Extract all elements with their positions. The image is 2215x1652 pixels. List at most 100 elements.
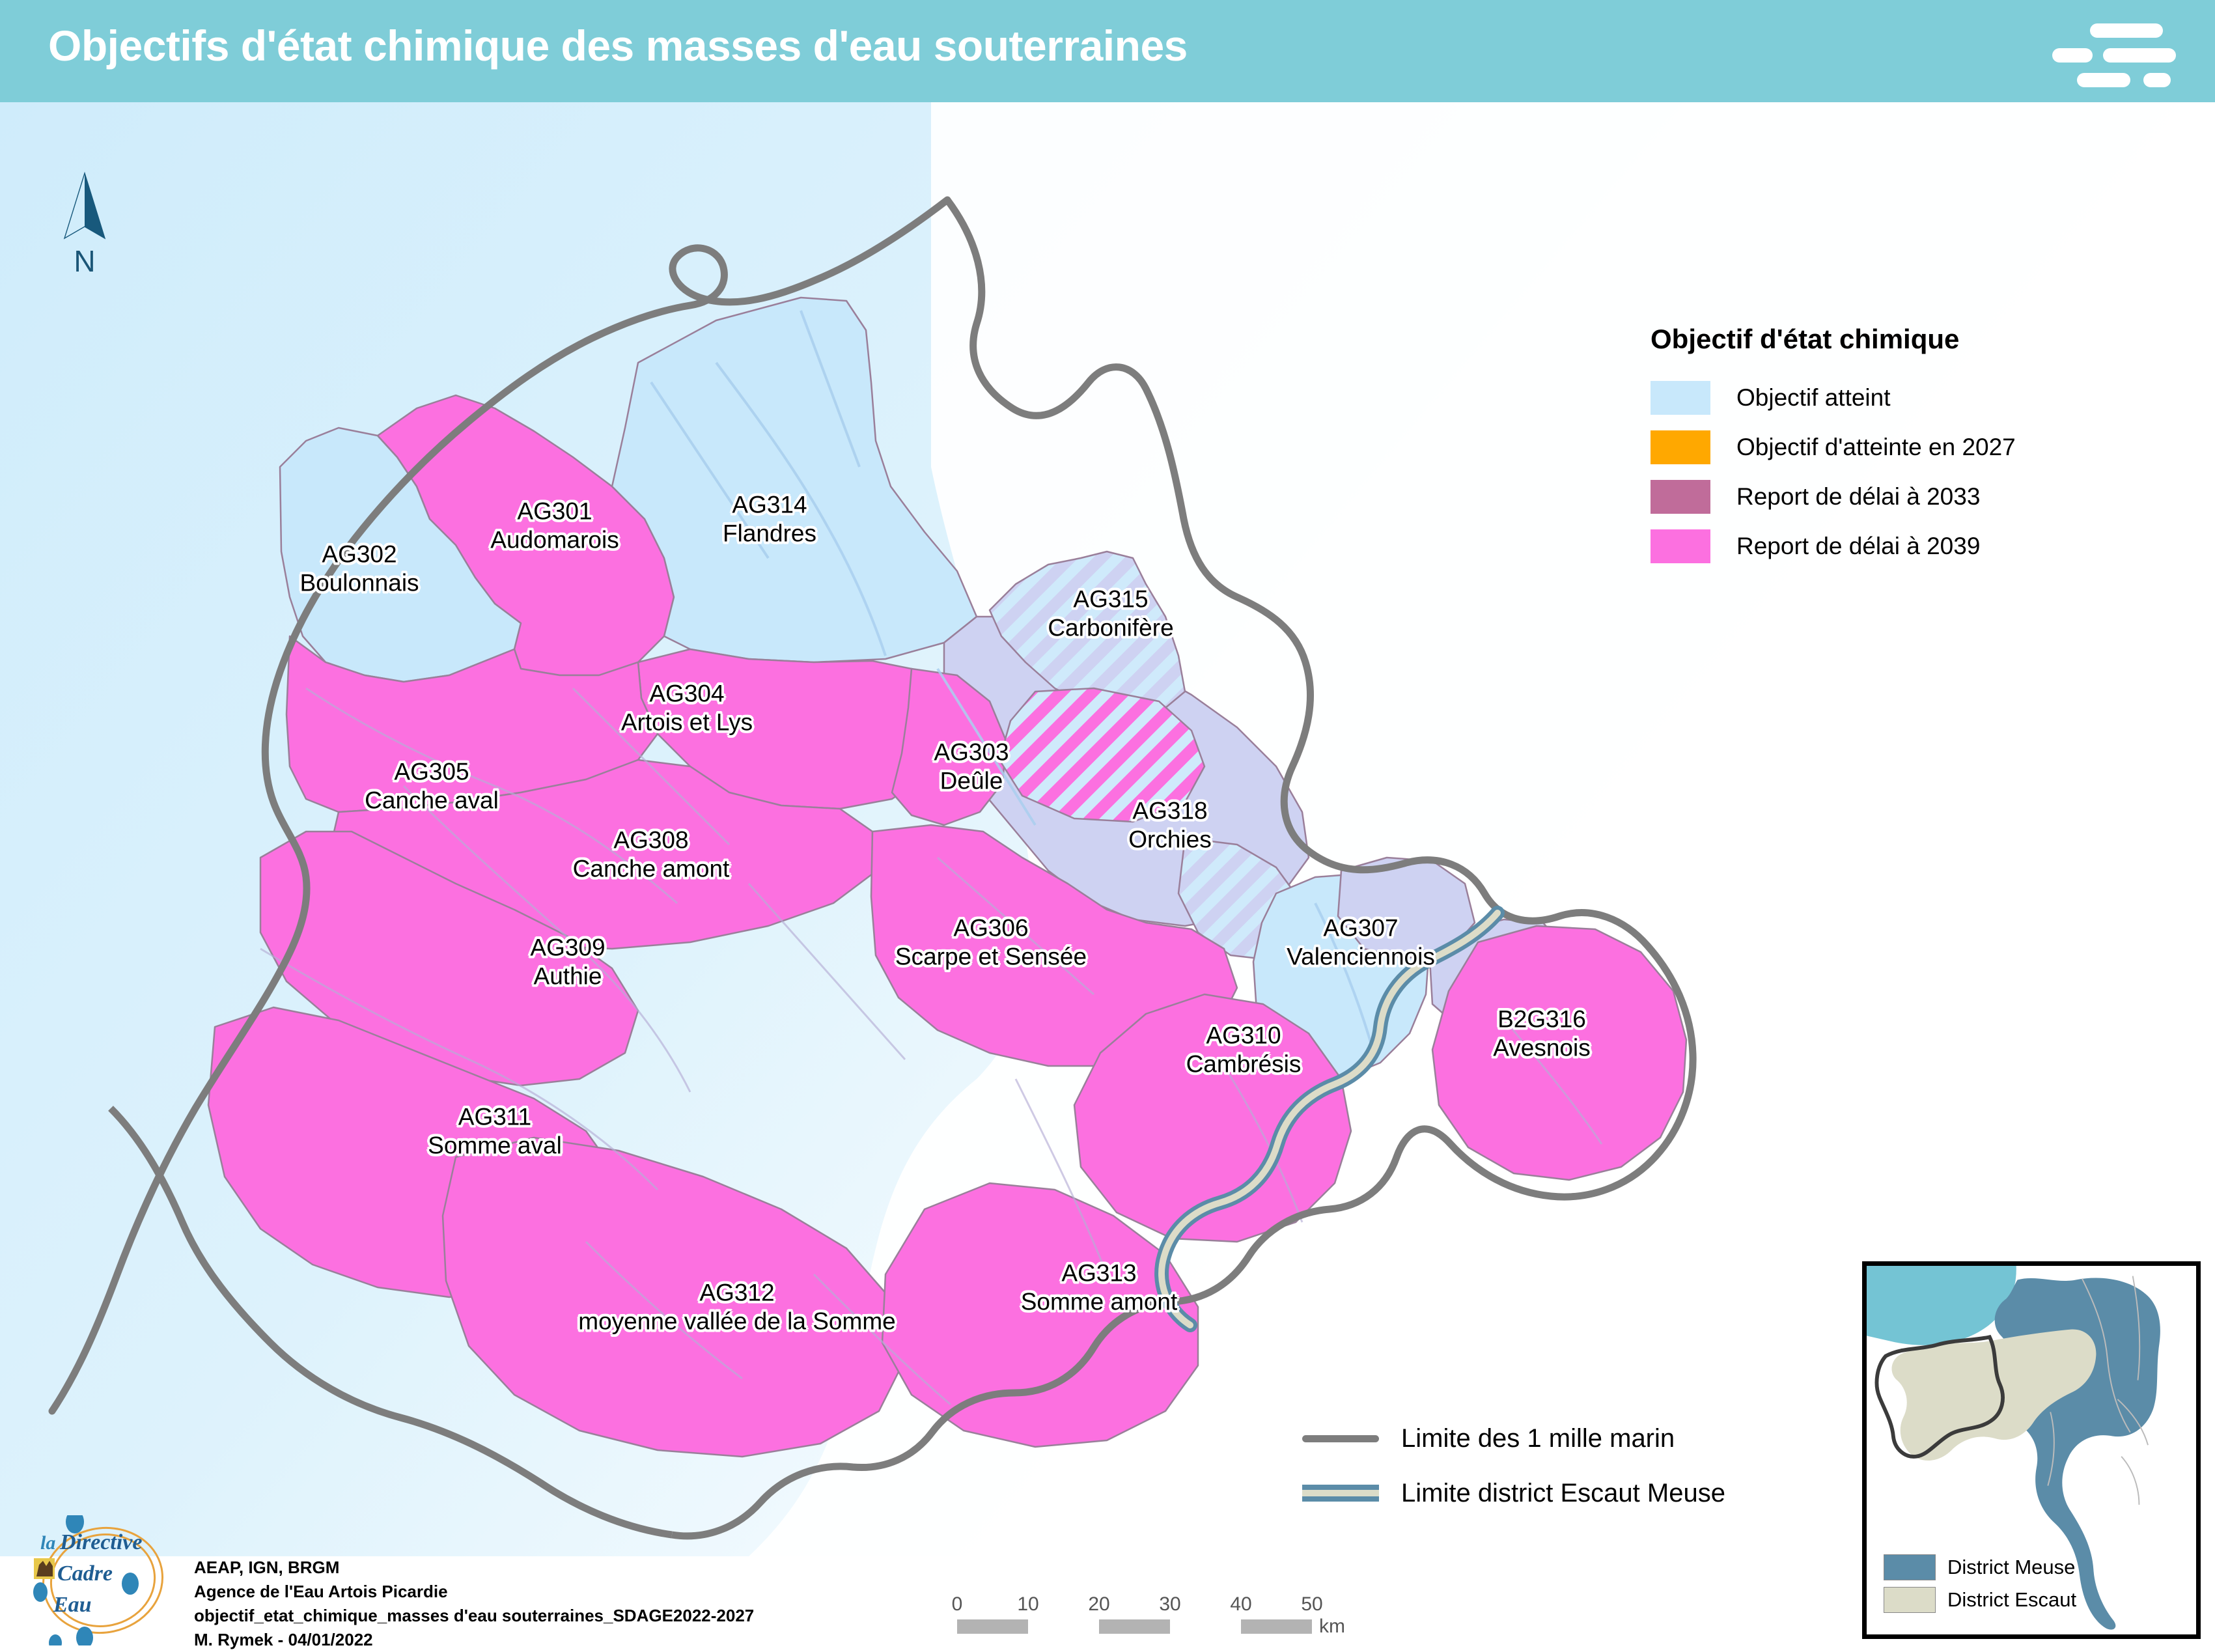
map-label-name: Somme aval: [428, 1132, 562, 1158]
map-label-name: Deûle: [940, 767, 1003, 794]
north-arrow-icon: N: [55, 171, 114, 285]
map-label-code: AG301: [517, 497, 592, 525]
map-label-code: AG306: [953, 914, 1029, 942]
map-label-name: Flandres: [723, 520, 816, 546]
legend-item-1: Objectif d'atteinte en 2027: [1651, 423, 2080, 472]
page-title: Objectifs d'état chimique des masses d'e…: [48, 21, 1188, 70]
legend-label-0: Objectif atteint: [1736, 384, 1891, 411]
svg-text:la: la: [40, 1532, 55, 1554]
map-label-AG314: AG314 Flandres: [723, 490, 816, 547]
one-mile-marine-limit-line: [48, 196, 951, 1415]
map-label-AG308: AG308 Canche amont: [573, 826, 730, 882]
region-AG310: [1073, 993, 1352, 1243]
inset-swatch-meuse: [1884, 1554, 1936, 1580]
map-label-name: Orchies: [1128, 826, 1212, 852]
line-legend-item-marine: Limite des 1 mille marin: [1302, 1411, 1797, 1466]
scale-tick-0: 0: [951, 1593, 963, 1615]
river-network-blue: [650, 310, 1375, 1054]
legend-item-0: Objectif atteint: [1651, 373, 2080, 423]
map-label-name: Carbonifère: [1048, 614, 1174, 641]
scale-bar: 0 10 20 30 40 50 km: [952, 1593, 1348, 1642]
scale-tick-50: 50: [1301, 1593, 1323, 1615]
map-label-AG301: AG301 Audomarois: [490, 497, 619, 553]
legend-title: Objectif d'état chimique: [1651, 324, 1960, 354]
map-label-name: Audomarois: [490, 526, 619, 553]
map-label-AG307: AG307 Valenciennois: [1287, 914, 1435, 970]
credits-line-3: objectif_etat_chimique_masses d'eau sout…: [194, 1605, 755, 1625]
map-label-AG309: AG309 Authie: [530, 933, 605, 990]
solid-grey-line-icon: [1302, 1435, 1379, 1442]
map-label-AG318: AG318 Orchies: [1128, 796, 1211, 853]
map-label-code: AG309: [530, 934, 606, 961]
map-canvas[interactable]: N AG301 Audomarois AG302 Boulonnais AG303 Deû…: [0, 102, 2215, 1651]
credits-line-4: M. Rymek - 04/01/2022: [194, 1629, 373, 1649]
scale-tick-30: 30: [1159, 1593, 1181, 1615]
map-label-AG310: AG310 Cambrésis: [1186, 1021, 1302, 1078]
legend-label-1: Objectif d'atteinte en 2027: [1736, 434, 2016, 460]
north-label: N: [74, 244, 96, 278]
southern-boundary: [108, 1106, 673, 1539]
inset-label-escaut: District Escaut: [1947, 1588, 2077, 1611]
map-label-name: Artois et Lys: [620, 708, 753, 735]
map-label-code: AG302: [322, 540, 397, 568]
escaut-meuse-district-limit: [1154, 906, 1505, 1332]
map-label-code: AG311: [458, 1103, 532, 1130]
map-label-name: Scarpe et Sensée: [895, 943, 1087, 970]
map-label-AG302: AG302 Boulonnais: [300, 540, 419, 596]
scale-tick-10: 10: [1017, 1593, 1039, 1615]
inset-district-map[interactable]: District Meuse District Escaut: [1862, 1261, 2201, 1639]
map-label-name: Canche aval: [365, 787, 499, 813]
map-label-name: Valenciennois: [1287, 943, 1435, 970]
map-label-name: Canche amont: [572, 855, 730, 882]
scale-bar-body: [957, 1619, 1312, 1634]
credits-line-2: Agence de l'Eau Artois Picardie: [194, 1581, 448, 1601]
scale-ticks: 0 10 20 30 40 50: [952, 1593, 1348, 1615]
map-label-code: AG304: [649, 680, 725, 707]
credits-block: AEAP, IGN, BRGM Agence de l'Eau Artois P…: [194, 1556, 754, 1652]
map-label-AG303: AG303 Deûle: [934, 738, 1009, 794]
map-label-code: AG318: [1132, 797, 1208, 824]
groundwater-bodies-map[interactable]: [0, 102, 2215, 1556]
directive-cadre-eau-logo-icon: la Directive Cadre Eau: [26, 1510, 182, 1651]
map-label-AG315: AG315 Carbonifère: [1048, 585, 1173, 641]
region-AG309: [259, 830, 639, 1087]
scale-unit-label: km: [1319, 1616, 1345, 1637]
map-label-code: AG307: [1323, 914, 1399, 942]
legend-swatch-2: [1651, 480, 1710, 514]
credits-line-1: AEAP, IGN, BRGM: [194, 1558, 340, 1577]
map-label-code: AG310: [1206, 1022, 1281, 1049]
inset-label-meuse: District Meuse: [1947, 1556, 2076, 1578]
line-legend-label-district: Limite district Escaut Meuse: [1401, 1478, 1725, 1507]
legend-swatch-0: [1651, 381, 1710, 415]
map-label-code: B2G316: [1498, 1005, 1586, 1033]
page-header: Objectifs d'état chimique des masses d'e…: [0, 0, 2215, 102]
legend-item-2: Report de délai à 2033: [1651, 472, 2080, 522]
legend-swatch-3: [1651, 529, 1710, 563]
map-label-code: AG305: [394, 758, 469, 785]
region-AG315-south: [998, 687, 1206, 823]
region-B2G316: [1431, 925, 1688, 1181]
region-AG305: [285, 635, 659, 813]
map-label-AG305: AG305 Canche aval: [365, 757, 499, 814]
aeap-waves-logo-icon: [2052, 20, 2176, 87]
region-AG303: [891, 667, 1007, 826]
svg-text:Directive: Directive: [59, 1530, 143, 1554]
legend-label-3: Report de délai à 2039: [1736, 533, 1981, 559]
svg-text:Cadre: Cadre: [57, 1561, 113, 1586]
map-label-name: Boulonnais: [300, 569, 419, 596]
map-label-code: AG312: [699, 1279, 775, 1306]
river-network: [260, 687, 1603, 1406]
legend-item-3: Report de délai à 2039: [1651, 522, 2080, 571]
region-AG312: [441, 1136, 906, 1458]
scale-tick-20: 20: [1088, 1593, 1110, 1615]
map-label-name: Somme amont: [1020, 1288, 1178, 1315]
chemical-status-legend: Objectif d'état chimique Objectif attein…: [1651, 324, 2080, 571]
region-AG315-north: [988, 550, 1186, 712]
inset-swatch-escaut: [1884, 1587, 1936, 1613]
inset-legend: District Meuse District Escaut: [1884, 1551, 2076, 1616]
map-label-name: Authie: [533, 962, 602, 989]
district-land-boundary: [671, 197, 1697, 1540]
map-label-AG312: AG312 moyenne vallée de la Somme: [578, 1278, 895, 1335]
triple-band-line-icon: [1302, 1485, 1379, 1502]
map-label-AG306: AG306 Scarpe et Sensée: [895, 914, 1087, 970]
